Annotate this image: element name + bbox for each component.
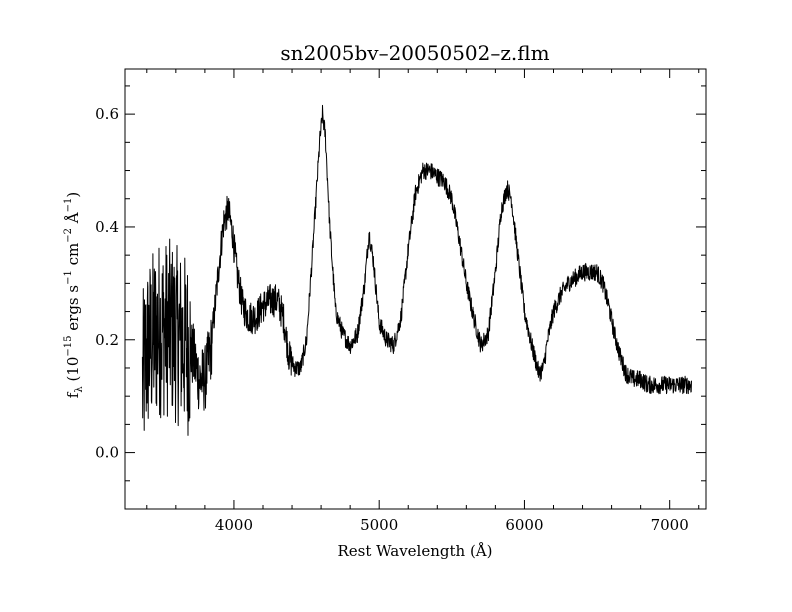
axis-ticks (125, 69, 706, 509)
y-tick-labels: 0.0 0.2 0.4 0.6 (95, 105, 119, 461)
y-tick-label: 0.2 (95, 331, 119, 349)
x-tick-labels: 4000 5000 6000 7000 (215, 516, 689, 534)
x-tick-label: 4000 (215, 516, 253, 534)
x-tick-label: 6000 (505, 516, 543, 534)
chart-title: sn2005bv–20050502–z.flm (280, 41, 549, 65)
y-tick-label: 0.6 (95, 105, 119, 123)
x-tick-label: 7000 (651, 516, 689, 534)
x-tick-label: 5000 (360, 516, 398, 534)
y-tick-label: 0.0 (95, 444, 119, 462)
spectrum-line (141, 104, 692, 436)
y-axis-label: fλ (10−15 ergs s−1 cm−2 Å−1) (63, 192, 85, 398)
plot-frame (124, 68, 707, 510)
x-axis-label: Rest Wavelength (Å) (337, 542, 492, 560)
y-tick-label: 0.4 (95, 218, 119, 236)
